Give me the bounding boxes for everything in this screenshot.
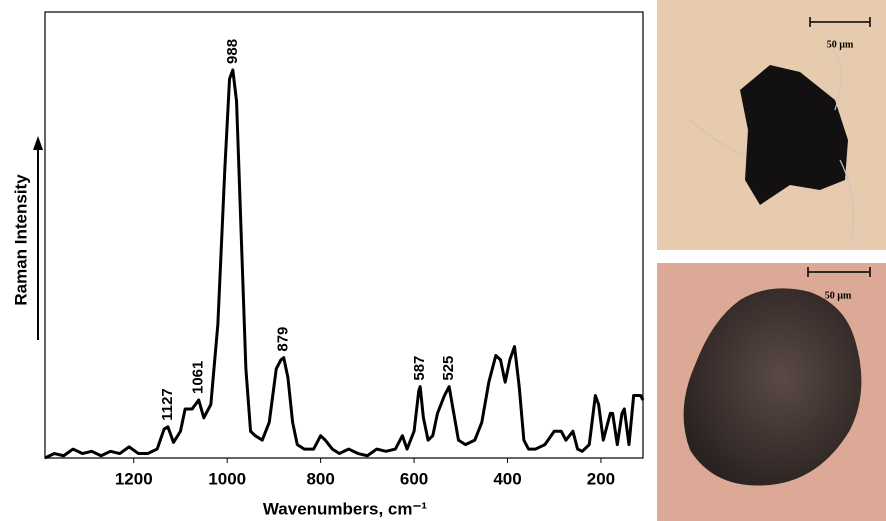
peak-label: 525 [440, 356, 457, 381]
crystal-cluster [740, 65, 848, 205]
scale-label: 50 µm [827, 39, 854, 50]
particle [683, 288, 862, 486]
x-tick-label: 200 [587, 469, 615, 488]
spectrum-line [44, 68, 645, 460]
micrograph-top: 50 µm [657, 0, 886, 250]
x-tick-label: 800 [306, 469, 334, 488]
y-arrow-head [33, 136, 43, 150]
x-axis-label: Wavenumbers, cm⁻¹ [263, 499, 428, 518]
peak-label: 587 [411, 356, 428, 381]
x-tick-label: 600 [400, 469, 428, 488]
plot-frame [44, 11, 644, 459]
scale-label: 50 µm [825, 290, 852, 301]
x-tick-label: 1000 [208, 469, 246, 488]
peak-label: 988 [224, 39, 241, 64]
peak-label: 879 [275, 327, 292, 352]
micrograph-bottom: 50 µm [657, 263, 886, 521]
fiber [829, 49, 854, 246]
peak-label: 1061 [190, 361, 207, 394]
y-axis-label: Raman Intensity [11, 174, 30, 306]
x-tick-label: 400 [493, 469, 521, 488]
x-tick-label: 1200 [115, 469, 153, 488]
peak-label: 1127 [159, 388, 176, 421]
